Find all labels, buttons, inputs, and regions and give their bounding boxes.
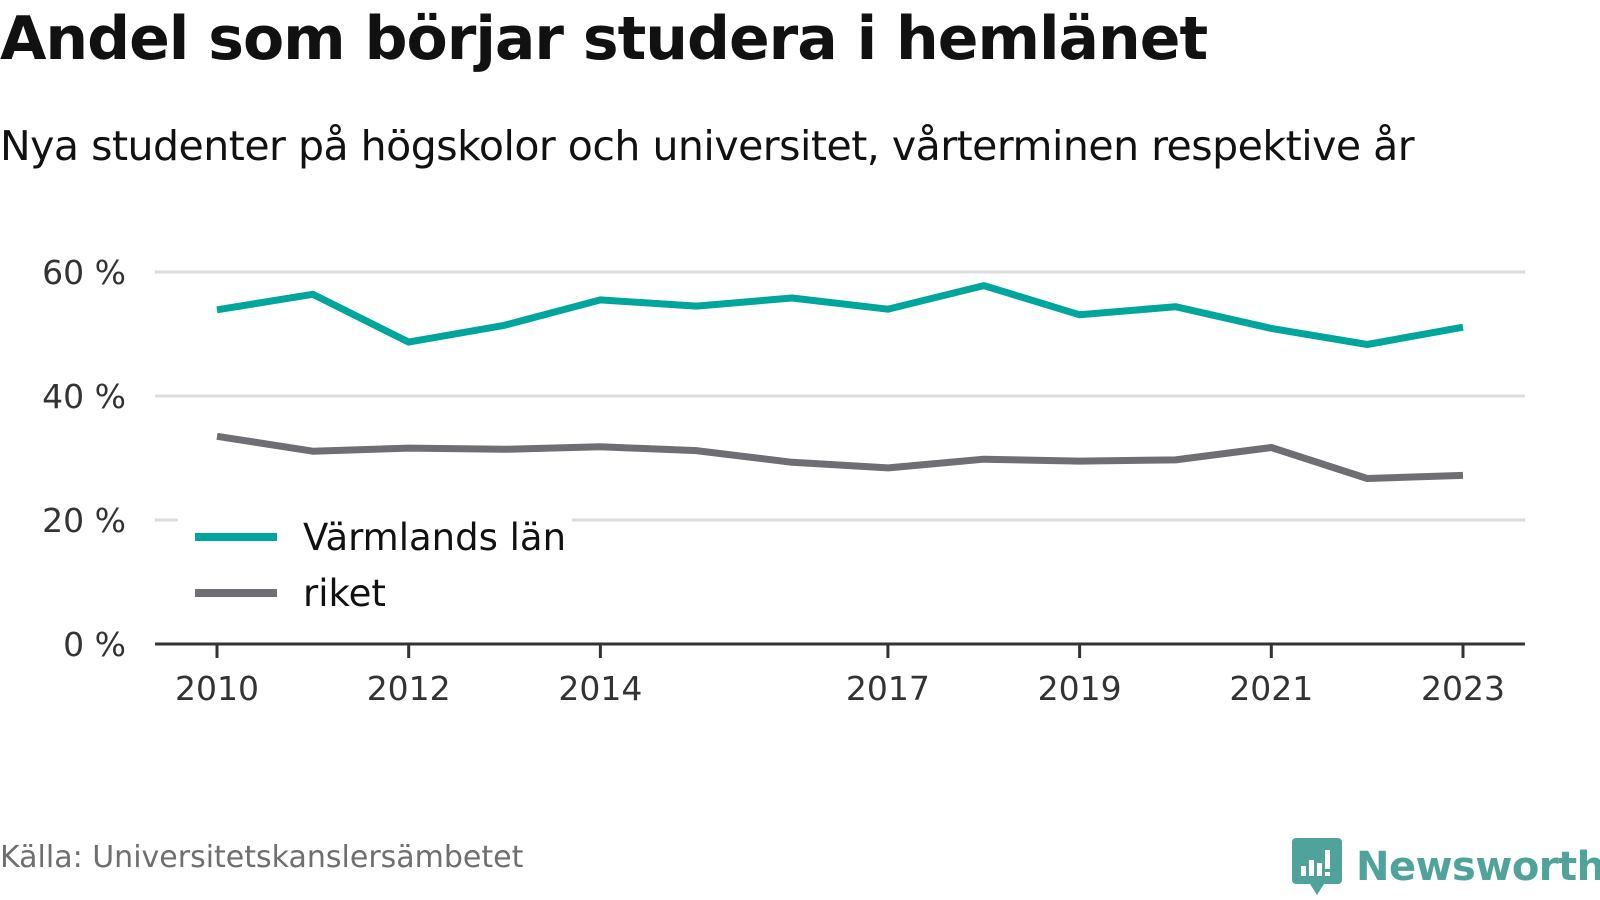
x-axis: 2010 2012 2014 2017 2019 2021 2023 — [155, 642, 1525, 708]
source-note: Källa: Universitetskanslersämbetet — [0, 840, 524, 875]
x-tick-label: 2010 — [175, 669, 259, 708]
x-tick-label: 2012 — [367, 669, 451, 708]
x-tick-label: 2014 — [558, 669, 642, 708]
legend-label-varmland: Värmlands län — [303, 516, 566, 559]
y-tick-label: 60 % — [42, 253, 126, 292]
chart-speech-bubble-icon — [1292, 838, 1342, 895]
legend-background — [178, 500, 572, 620]
chart-subtitle: Nya studenter på högskolor och universit… — [0, 122, 1415, 170]
gridlines: 0 % 20 % 40 % 60 % — [42, 253, 1525, 664]
series-line-varmland — [216, 282, 1464, 348]
y-tick-label: 20 % — [42, 501, 126, 540]
brand-logo: Newsworthy — [1292, 838, 1600, 896]
brand-name: Newsworthy — [1356, 844, 1600, 890]
x-tick-label: 2023 — [1421, 669, 1505, 708]
x-tick-label: 2017 — [846, 669, 930, 708]
y-tick-label: 40 % — [42, 377, 126, 416]
x-tick-label: 2019 — [1038, 669, 1122, 708]
line-chart: 0 % 20 % 40 % 60 % 2010 2012 2014 2017 2019 2021… — [42, 253, 1525, 708]
legend-label-riket: riket — [303, 572, 386, 615]
chart-title: Andel som börjar studera i hemlänet — [0, 4, 1208, 74]
series-line-riket — [216, 432, 1464, 482]
y-tick-label: 0 % — [63, 625, 126, 664]
series-lines — [216, 282, 1464, 482]
x-tick-label: 2021 — [1229, 669, 1313, 708]
legend: Värmlands län riket — [178, 500, 572, 620]
